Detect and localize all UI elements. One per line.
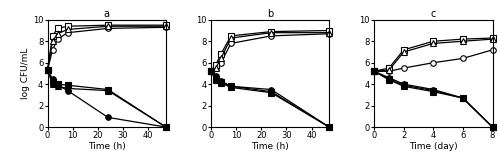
X-axis label: Time (h): Time (h) [251,142,289,151]
Title: b: b [267,9,273,19]
Title: a: a [104,9,110,19]
X-axis label: Time (h): Time (h) [88,142,126,151]
Title: c: c [430,9,436,19]
Y-axis label: log CFU/mL: log CFU/mL [21,48,30,99]
X-axis label: Time (day): Time (day) [409,142,458,151]
